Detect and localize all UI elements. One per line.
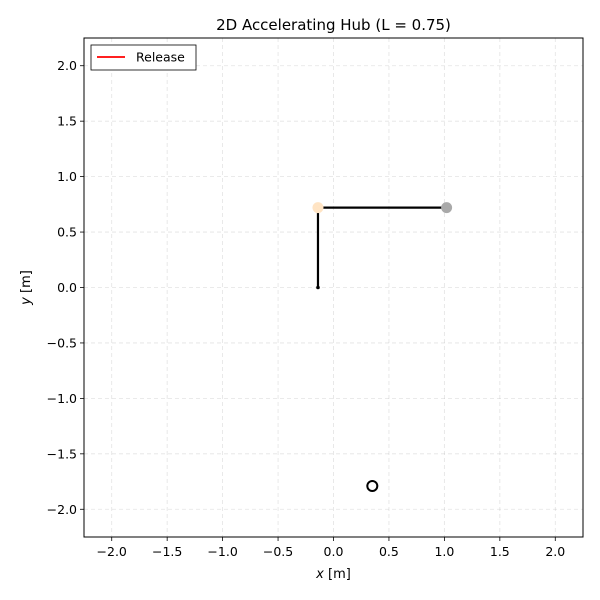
chart-title: 2D Accelerating Hub (L = 0.75) [216,16,451,34]
x-tick-label: 0.5 [379,544,399,559]
x-tick-label: −1.0 [207,544,237,559]
x-axis-label-unit: [m] [324,567,351,582]
y-tick-label: −2.0 [47,502,77,517]
y-tick-label: 1.5 [57,114,77,129]
y-tick-label: 0.5 [57,225,77,240]
data-layer [312,202,453,492]
x-axis-label: x [m] [315,567,351,582]
hub-point [316,285,320,290]
legend: Release [90,44,197,71]
grid-layer [84,38,583,537]
target-point [366,479,379,492]
x-tick-label: 2.0 [545,544,565,559]
legend-label-release: Release [136,50,185,65]
x-tick-label: 1.0 [434,544,454,559]
x-tick-label: −0.5 [263,544,293,559]
y-tick-label: 2.0 [57,58,77,73]
y-tick-label: −1.5 [47,446,77,461]
tip-point [441,202,453,214]
y-tick-label: −1.0 [47,391,77,406]
plot-frame [83,37,584,538]
y-axis-label-unit: [m] [19,270,34,297]
x-tick-label: −2.0 [97,544,127,559]
x-axis-label-var: x [315,567,324,582]
joint-point [312,202,324,214]
y-axis-label-var: y [19,297,34,306]
x-tick-label: 1.5 [490,544,510,559]
tick-layer: −2.0 −1.5 −1.0 −0.5 0.0 0.5 1.0 1.5 2.0 −2.0 −1.5 −… [47,58,566,559]
y-tick-label: −0.5 [47,335,77,350]
y-axis-label: y [m] [19,270,34,306]
y-tick-label: 1.0 [57,169,77,184]
x-tick-label: 0.0 [324,544,344,559]
x-tick-label: −1.5 [152,544,182,559]
y-tick-label: 0.0 [57,280,77,295]
